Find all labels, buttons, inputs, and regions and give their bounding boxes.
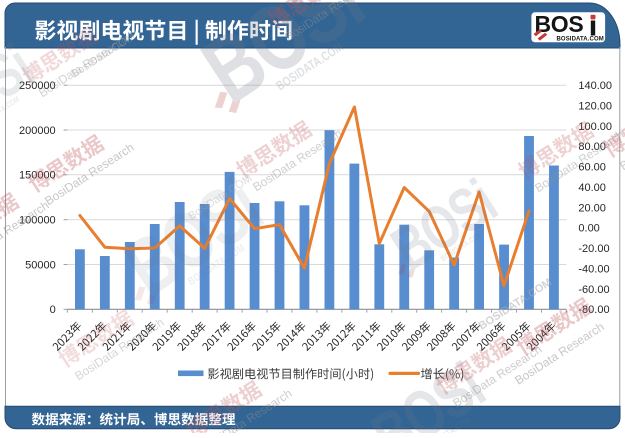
svg-text:-60.00: -60.00: [578, 284, 609, 296]
svg-text:150000: 150000: [19, 170, 56, 182]
svg-text:140.00: 140.00: [578, 80, 612, 92]
svg-text:100.00: 100.00: [578, 121, 612, 133]
svg-text:BOS: BOS: [535, 11, 584, 37]
svg-text:BOSIDATA.COM: BOSIDATA.COM: [557, 37, 604, 43]
svg-text:80.00: 80.00: [578, 141, 606, 153]
svg-text:100000: 100000: [19, 215, 56, 227]
svg-text:20.00: 20.00: [578, 202, 606, 214]
svg-text:-80.00: -80.00: [578, 304, 609, 316]
svg-text:-40.00: -40.00: [578, 264, 609, 276]
svg-text:0: 0: [50, 304, 56, 316]
svg-text:60.00: 60.00: [578, 162, 606, 174]
svg-text:200000: 200000: [19, 125, 56, 137]
svg-text:120.00: 120.00: [578, 101, 612, 113]
svg-text:250000: 250000: [19, 80, 56, 92]
svg-text:50000: 50000: [25, 259, 56, 271]
svg-text:0.00: 0.00: [578, 223, 599, 235]
svg-text:40.00: 40.00: [578, 182, 606, 194]
svg-text:-20.00: -20.00: [578, 243, 609, 255]
